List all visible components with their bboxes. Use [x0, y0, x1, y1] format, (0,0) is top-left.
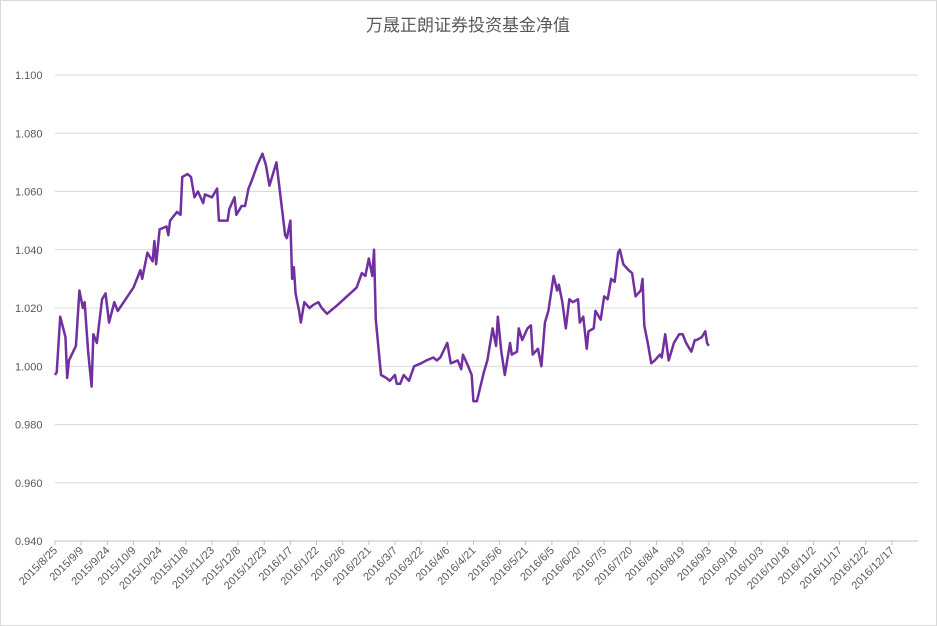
y-tick-label: 1.000	[15, 361, 43, 373]
chart-title: 万晟正朗证券投资基金净值	[366, 16, 570, 36]
y-tick-label: 1.060	[15, 187, 43, 199]
y-tick-label: 1.100	[15, 70, 43, 82]
series-line	[53, 152, 710, 403]
y-tick-label: 1.040	[15, 245, 43, 257]
y-tick-label: 0.960	[15, 478, 43, 490]
y-tick-label: 0.940	[15, 536, 43, 548]
y-tick-label: 1.020	[15, 303, 43, 315]
y-tick-label: 0.980	[15, 420, 43, 432]
y-tick-label: 1.080	[15, 128, 43, 140]
